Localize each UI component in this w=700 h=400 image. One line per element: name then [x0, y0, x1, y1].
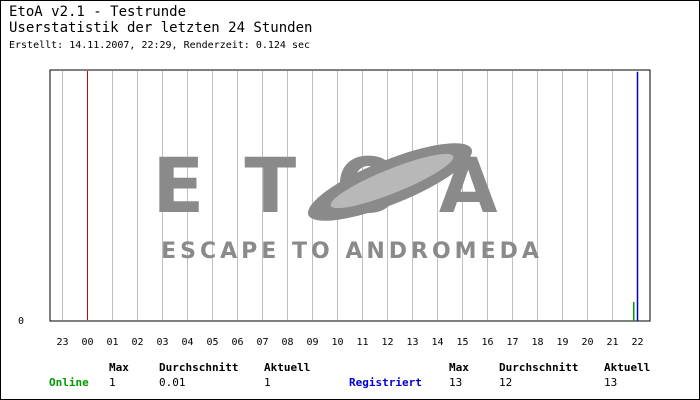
online-current-header: Aktuell: [264, 361, 311, 374]
x-tick-label: 11: [356, 337, 368, 348]
page-title: EtoA v2.1 - Testrunde: [9, 4, 187, 20]
x-tick-label: 08: [281, 337, 293, 348]
registered-current-header: Aktuell: [604, 361, 651, 374]
x-tick-label: 12: [381, 337, 393, 348]
x-tick-label: 21: [606, 337, 618, 348]
x-tick-label: 09: [306, 337, 318, 348]
x-tick-label: 04: [181, 337, 193, 348]
x-tick-label: 15: [456, 337, 468, 348]
registered-label: Registriert: [349, 376, 422, 389]
x-tick-label: 16: [481, 337, 493, 348]
x-tick-label: 07: [256, 337, 268, 348]
x-tick-label: 06: [231, 337, 243, 348]
x-tick-label: 22: [631, 337, 643, 348]
render-info: Erstellt: 14.11.2007, 22:29, Renderzeit:…: [9, 40, 311, 51]
x-tick-label: 13: [406, 337, 418, 348]
x-tick-label: 23: [56, 337, 68, 348]
online-avg-header: Durchschnitt: [159, 361, 239, 374]
x-tick-label: 14: [431, 337, 443, 348]
logo-sub-text: ESCAPE TO ANDROMEDA: [161, 239, 543, 264]
registered-current-value: 13: [604, 376, 618, 389]
online-max-value: 1: [109, 376, 116, 389]
x-tick-label: 19: [556, 337, 568, 348]
y-axis: 0: [18, 316, 24, 327]
registered-avg-value: 12: [499, 376, 513, 389]
registered-max-header: Max: [449, 361, 469, 374]
series-layer: [633, 72, 639, 321]
registered-avg-header: Durchschnitt: [499, 361, 579, 374]
x-tick-label: 05: [206, 337, 218, 348]
x-tick-label: 01: [106, 337, 118, 348]
x-tick-label: 10: [331, 337, 343, 348]
online-current-value: 1: [264, 376, 271, 389]
x-tick-label: 20: [581, 337, 593, 348]
x-tick-label: 18: [531, 337, 543, 348]
online-avg-value: 0.01: [159, 376, 186, 389]
x-tick-label: 03: [156, 337, 168, 348]
registered-max-value: 13: [449, 376, 463, 389]
online-label: Online: [49, 376, 89, 389]
logo-galaxy-shape: [307, 143, 473, 221]
y-tick-label: 0: [18, 316, 24, 327]
x-tick-label: 17: [506, 337, 518, 348]
x-tick-label: 02: [131, 337, 143, 348]
page-subtitle: Userstatistik der letzten 24 Stunden: [9, 20, 313, 36]
online-max-header: Max: [109, 361, 129, 374]
x-tick-label: 00: [81, 337, 93, 348]
x-axis: 23 00 01 02 03 04 05 06 07 08 09 10 11 12 13 14 15 16 17 18…: [56, 337, 643, 348]
